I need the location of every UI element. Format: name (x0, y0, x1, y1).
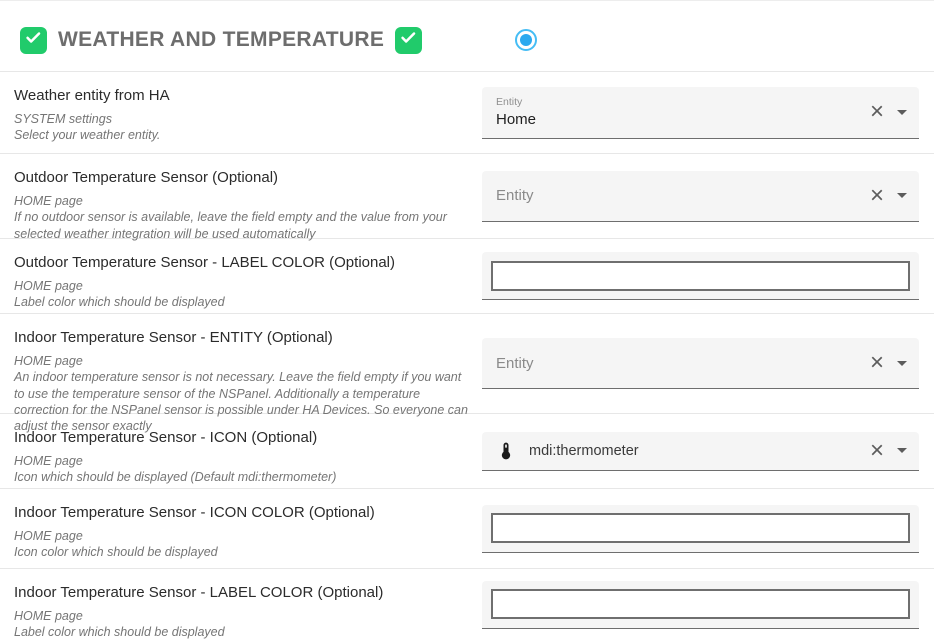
setting-description: Icon color which should be displayed (14, 545, 218, 560)
section-checkbox-left[interactable] (20, 26, 47, 54)
setting-title: Indoor Temperature Sensor - ENTITY (Opti… (14, 329, 333, 346)
setting-scope: HOME page (14, 279, 83, 293)
indoor-label-color-field (482, 580, 919, 629)
chevron-down-icon[interactable] (897, 193, 907, 198)
setting-scope: HOME page (14, 454, 83, 468)
setting-scope: HOME page (14, 354, 83, 368)
select-label: Entity (496, 96, 523, 108)
setting-description: Select your weather entity. (14, 128, 161, 143)
indoor-icon-color-input[interactable] (491, 513, 910, 543)
check-icon (399, 28, 418, 52)
chevron-down-icon[interactable] (897, 360, 907, 366)
indoor-temp-icon-select[interactable]: mdi:thermometer × (482, 431, 919, 471)
setting-title: Indoor Temperature Sensor - ICON COLOR (… (14, 504, 375, 521)
section-checkbox-right[interactable] (395, 26, 423, 54)
clear-icon[interactable]: × (869, 436, 884, 464)
clear-icon[interactable]: × (869, 181, 884, 209)
setting-title: Indoor Temperature Sensor - ICON (Option… (14, 429, 318, 446)
section-title: WEATHER AND TEMPERATURE (58, 28, 385, 51)
setting-scope: HOME page (14, 529, 83, 543)
weather-entity-select[interactable]: Entity Home × (482, 86, 919, 139)
clear-icon[interactable]: × (869, 98, 884, 125)
setting-title: Outdoor Temperature Sensor (Optional) (14, 169, 279, 186)
check-icon (24, 28, 43, 52)
setting-scope: HOME page (14, 194, 83, 208)
chevron-down-icon[interactable] (897, 109, 907, 115)
thermometer-icon (501, 442, 511, 459)
indoor-icon-color-field (482, 504, 919, 553)
setting-description: Label color which should be displayed (14, 625, 225, 640)
select-value: Home (496, 111, 537, 128)
outdoor-label-color-field (482, 252, 919, 300)
row-indoor-temp-icon: Indoor Temperature Sensor - ICON (Option… (0, 414, 934, 489)
outdoor-label-color-input[interactable] (491, 260, 910, 291)
indoor-temp-entity-select[interactable]: Entity × (482, 338, 919, 389)
select-placeholder: Entity (496, 187, 534, 204)
indoor-label-color-input[interactable] (491, 589, 910, 619)
setting-title: Outdoor Temperature Sensor - LABEL COLOR… (14, 254, 396, 271)
section-header: WEATHER AND TEMPERATURE (0, 1, 934, 72)
row-outdoor-temp-sensor: Outdoor Temperature Sensor (Optional) HO… (0, 154, 934, 241)
setting-scope: SYSTEM settings (14, 112, 112, 126)
setting-description: If no outdoor sensor is available, leave… (14, 210, 447, 241)
row-weather-entity: Weather entity from HA SYSTEM settings S… (0, 72, 934, 154)
section-radio-button[interactable] (515, 29, 538, 51)
clear-icon[interactable]: × (869, 349, 884, 376)
row-indoor-temp-label-color: Indoor Temperature Sensor - LABEL COLOR … (0, 569, 934, 640)
row-outdoor-temp-label-color: Outdoor Temperature Sensor - LABEL COLOR… (0, 239, 934, 314)
select-value: mdi:thermometer (529, 442, 639, 459)
setting-description: Label color which should be displayed (14, 295, 225, 310)
setting-title: Weather entity from HA (14, 87, 170, 104)
setting-scope: HOME page (14, 609, 83, 623)
row-indoor-temp-entity: Indoor Temperature Sensor - ENTITY (Opti… (0, 314, 934, 433)
row-indoor-temp-icon-color: Indoor Temperature Sensor - ICON COLOR (… (0, 489, 934, 569)
select-placeholder: Entity (496, 354, 534, 372)
setting-title: Indoor Temperature Sensor - LABEL COLOR … (14, 584, 384, 601)
setting-description: Icon which should be displayed (Default … (14, 470, 337, 485)
setting-description: An indoor temperature sensor is not nece… (14, 370, 468, 433)
chevron-down-icon[interactable] (897, 448, 907, 453)
outdoor-temp-entity-select[interactable]: Entity × (482, 170, 919, 222)
